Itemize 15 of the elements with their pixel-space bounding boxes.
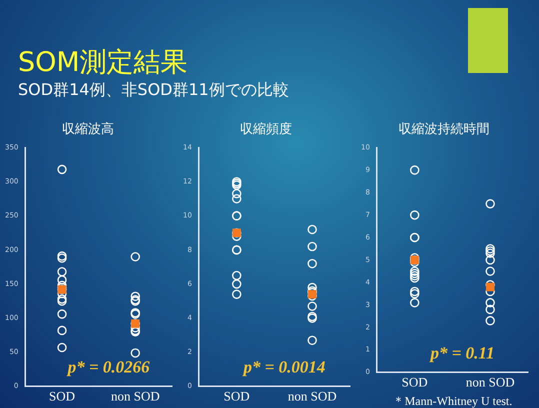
chart-title: 収縮波高 [62, 121, 114, 138]
annotation: p* = 0.11 [428, 343, 494, 362]
chart-title: 収縮波持続時間 [398, 122, 490, 138]
chart-title: 収縮頻度 [240, 121, 292, 138]
x-tick-label: non SOD [288, 388, 337, 404]
text: SOM測定結果 [18, 46, 188, 80]
text: SOD群14例、非SOD群11例での比較 [18, 80, 289, 101]
annotation: p* = 0.0266 [66, 357, 150, 376]
x-tick-label: SOD [49, 388, 76, 404]
x-tick-label: SOD [224, 388, 250, 404]
x-tick-label: non SOD [466, 374, 515, 390]
x-tick-label: non SOD [110, 388, 160, 404]
text: ＊Mann-Whitney U test. [392, 394, 512, 408]
annotation: p* = 0.0014 [241, 357, 326, 376]
x-tick-label: SOD [402, 374, 428, 390]
